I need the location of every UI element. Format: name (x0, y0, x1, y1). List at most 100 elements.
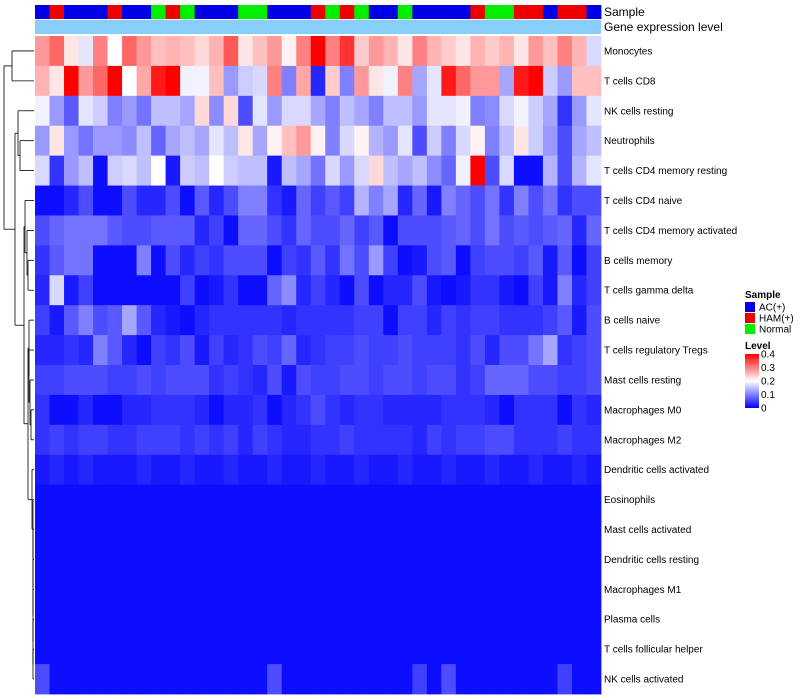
heatmap-cell (441, 305, 457, 336)
heatmap-cell (325, 185, 341, 216)
heatmap-cell (557, 215, 573, 246)
heatmap-cell (223, 36, 239, 67)
heatmap-cell (310, 155, 326, 186)
heatmap-cell (165, 275, 181, 306)
heatmap-cell (252, 245, 268, 276)
heatmap-cell (383, 604, 399, 635)
heatmap-cell (368, 305, 384, 336)
heatmap-cell (484, 275, 500, 306)
heatmap-cell (586, 454, 602, 486)
heatmap-cell (412, 245, 428, 276)
heatmap-cell (528, 245, 544, 276)
heatmap-cell (165, 574, 181, 605)
sample-annotation-cell (64, 5, 79, 19)
heatmap-cell (93, 275, 108, 306)
heatmap-cell (35, 634, 50, 665)
heatmap-cell (223, 335, 239, 366)
heatmap-cell (528, 484, 544, 515)
heatmap-cell (296, 514, 312, 545)
heatmap-cell (368, 514, 384, 545)
heatmap-cell (368, 424, 384, 456)
row-dendrogram (3, 50, 34, 680)
heatmap-cell (252, 155, 268, 186)
heatmap-cell (586, 155, 602, 186)
heatmap-cell (325, 394, 341, 426)
sample-annotation-cell (325, 5, 341, 19)
heatmap-cell (499, 574, 515, 605)
row-label: Mast cells resting (604, 375, 681, 386)
heatmap-cell (383, 484, 399, 515)
heatmap-cell (412, 125, 428, 157)
heatmap-cell (586, 275, 602, 306)
heatmap-cell (238, 365, 254, 396)
sample-annotation-cell (499, 5, 515, 19)
heatmap-cell (64, 574, 79, 605)
row-label: B cells memory (604, 256, 672, 267)
sample-annotation-cell (484, 5, 500, 19)
heatmap-cell (136, 36, 152, 67)
heatmap-cell (107, 95, 123, 127)
heatmap-cell (180, 305, 196, 336)
heatmap-cell (470, 185, 486, 216)
heatmap-cell (209, 125, 225, 157)
heatmap-cell (397, 215, 413, 246)
heatmap-cell (383, 125, 399, 157)
heatmap-cell (78, 305, 94, 336)
heatmap-cell (165, 215, 181, 246)
heatmap-cell (412, 574, 428, 605)
heatmap-cell (136, 454, 152, 486)
heatmap-cell (281, 604, 297, 635)
heatmap-cell (267, 155, 283, 186)
heatmap-cell (368, 95, 384, 127)
heatmap-cell (513, 185, 529, 216)
heatmap-cell (470, 65, 486, 97)
heatmap-cell (194, 125, 210, 157)
heatmap-cell (223, 454, 239, 486)
heatmap-cell (542, 185, 558, 216)
heatmap-cell (64, 514, 79, 545)
heatmap-cell (310, 454, 326, 486)
heatmap-cell (441, 454, 457, 486)
heatmap-cell (310, 484, 326, 515)
heatmap-cell (586, 394, 602, 426)
heatmap-cell (426, 125, 442, 157)
heatmap-cell (426, 454, 442, 486)
heatmap-cell (180, 424, 196, 456)
heatmap-cell (180, 335, 196, 366)
heatmap-cell (557, 335, 573, 366)
heatmap-cell (107, 335, 123, 366)
heatmap-cell (194, 484, 210, 515)
heatmap-cell (223, 65, 239, 97)
heatmap-cell (136, 484, 152, 515)
heatmap-cell (499, 514, 515, 545)
heatmap-cell (470, 454, 486, 486)
heatmap-cell (93, 514, 108, 545)
heatmap-cell (586, 514, 602, 545)
heatmap-cell (339, 36, 355, 67)
heatmap-cell (49, 544, 65, 575)
heatmap-cell (267, 185, 283, 216)
heatmap-cell (513, 574, 529, 605)
heatmap-cell (368, 544, 384, 575)
heatmap-cell (267, 36, 283, 67)
heatmap-cell (151, 514, 167, 545)
heatmap-cell (310, 215, 326, 246)
heatmap-cell (426, 424, 442, 456)
heatmap-cell (165, 95, 181, 127)
legend-level-tick: 0.3 (761, 363, 775, 374)
heatmap-cell (165, 305, 181, 336)
heatmap-cell (296, 215, 312, 246)
sample-annotation-cell (339, 5, 355, 19)
heatmap-cell (151, 484, 167, 515)
heatmap-cell (93, 454, 108, 486)
sample-annotation-cell (107, 5, 123, 19)
heatmap-cell (310, 275, 326, 306)
heatmap-cell (412, 394, 428, 426)
heatmap-cell (122, 604, 137, 635)
heatmap-cell (586, 574, 602, 605)
heatmap-cell (484, 394, 500, 426)
heatmap-cell (426, 275, 442, 306)
heatmap-cell (513, 95, 529, 127)
heatmap-cell (542, 335, 558, 366)
